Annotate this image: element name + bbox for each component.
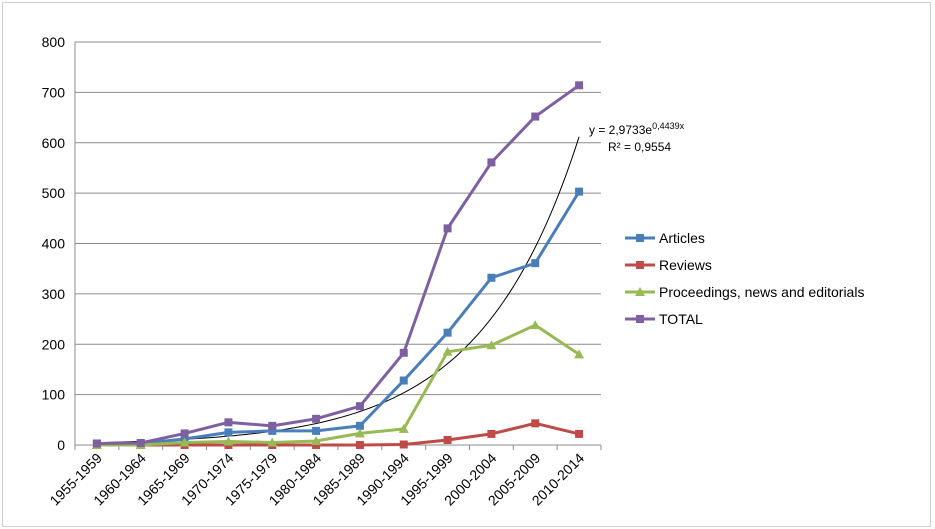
gridlines: [75, 41, 601, 396]
point-articles-1975-1979: [268, 426, 277, 435]
series-line-total: [96, 84, 580, 445]
point-proceedings-news-and-editorials-1995-1999: [442, 346, 453, 356]
trendline: [96, 136, 580, 444]
point-articles-1980-1984: [312, 426, 321, 435]
point-proceedings-news-and-editorials-2005-2009: [530, 320, 541, 330]
legend-marker-articles: [636, 234, 644, 242]
legend-label-proceedings-news-and-editorials: Proceedings, news and editorials: [659, 284, 864, 300]
legend-marker-total: [636, 315, 644, 323]
legend-item-total: TOTAL: [625, 311, 703, 327]
point-total-1965-1969: [180, 429, 189, 438]
point-total-2005-2009: [531, 112, 540, 121]
legend-label-reviews: Reviews: [659, 257, 712, 273]
point-reviews-1990-1994: [399, 440, 408, 449]
y-tick-label-200: 200: [42, 336, 66, 352]
point-articles-1995-1999: [443, 328, 452, 337]
legend-item-reviews: Reviews: [625, 257, 712, 273]
point-reviews-2005-2009: [531, 419, 540, 428]
trendline-equation: y = 2,9733e0,4439x R² = 0,9554: [589, 121, 685, 154]
point-proceedings-news-and-editorials-1985-1989: [354, 428, 365, 438]
point-articles-1985-1989: [355, 421, 364, 430]
trendline-equation-prefix: y = 2,9733e: [589, 123, 652, 137]
legend-label-total: TOTAL: [659, 311, 703, 327]
y-tick-label-100: 100: [42, 387, 66, 403]
point-proceedings-news-and-editorials-1990-1994: [398, 423, 409, 433]
point-articles-1990-1994: [399, 376, 408, 385]
line-chart: 0 100 200 300 400 500 600 700 800 1955-19591960-…: [42, 34, 865, 509]
y-tick-label-800: 800: [42, 34, 66, 50]
point-proceedings-news-and-editorials-2010-2014: [574, 349, 585, 359]
point-proceedings-news-and-editorials-1980-1984: [311, 435, 322, 445]
point-proceedings-news-and-editorials-1965-1969: [179, 437, 190, 447]
point-total-1990-1994: [399, 348, 408, 357]
point-total-1980-1984: [312, 414, 321, 423]
series-articles: [92, 187, 584, 448]
point-proceedings-news-and-editorials-2000-2004: [486, 340, 497, 350]
series-line-reviews: [96, 421, 580, 447]
point-proceedings-news-and-editorials-1975-1979: [267, 437, 278, 447]
point-reviews-2000-2004: [487, 429, 496, 438]
point-articles-1970-1974: [224, 428, 233, 437]
trendline-r-squared: R² = 0,9554: [608, 140, 671, 154]
point-reviews-2010-2014: [575, 429, 584, 438]
point-total-2000-2004: [487, 158, 496, 167]
y-tick-label-600: 600: [42, 135, 66, 151]
point-total-1960-1964: [136, 438, 145, 447]
point-articles-2010-2014: [575, 187, 584, 196]
point-reviews-1985-1989: [355, 441, 364, 449]
point-total-1985-1989: [355, 402, 364, 411]
series-line-proceedings-news-and-editorials: [96, 323, 580, 447]
legend-item-proceedings-news-and-editorials: Proceedings, news and editorials: [625, 284, 864, 300]
trendline-curve: [96, 136, 580, 444]
y-tick-label-400: 400: [42, 236, 66, 252]
legend-marker-proceedings-news-and-editorials: [635, 287, 645, 296]
point-total-1955-1959: [92, 439, 101, 448]
y-tick-label-300: 300: [42, 286, 66, 302]
legend: Articles Reviews Proceedings, news and edi…: [625, 230, 864, 327]
point-reviews-1980-1984: [312, 441, 321, 449]
legend-label-articles: Articles: [659, 230, 705, 246]
y-axis-tick-labels: 0 100 200 300 400 500 600 700 800: [42, 34, 66, 453]
y-tick-label-500: 500: [42, 185, 66, 201]
point-articles-2005-2009: [531, 259, 540, 268]
series-total: [92, 81, 584, 448]
trendline-equation-text: y = 2,9733e0,4439x: [589, 121, 685, 137]
legend-item-articles: Articles: [625, 230, 705, 246]
axes: [74, 42, 602, 450]
point-reviews-1995-1999: [443, 435, 452, 444]
point-proceedings-news-and-editorials-1970-1974: [223, 436, 234, 446]
point-total-1975-1979: [268, 421, 277, 430]
point-total-1995-1999: [443, 224, 452, 233]
x-axis-tick-labels: 1955-19591960-19641965-19691970-19741975…: [46, 450, 587, 509]
series: [91, 81, 585, 449]
legend-marker-reviews: [636, 261, 644, 269]
point-total-2010-2014: [575, 81, 584, 90]
point-total-1970-1974: [224, 418, 233, 427]
point-articles-2000-2004: [487, 273, 496, 282]
series-line-articles: [96, 190, 581, 446]
y-tick-label-700: 700: [42, 84, 66, 100]
y-tick-label-0: 0: [57, 437, 65, 453]
trendline-equation-exponent: 0,4439x: [652, 121, 685, 131]
